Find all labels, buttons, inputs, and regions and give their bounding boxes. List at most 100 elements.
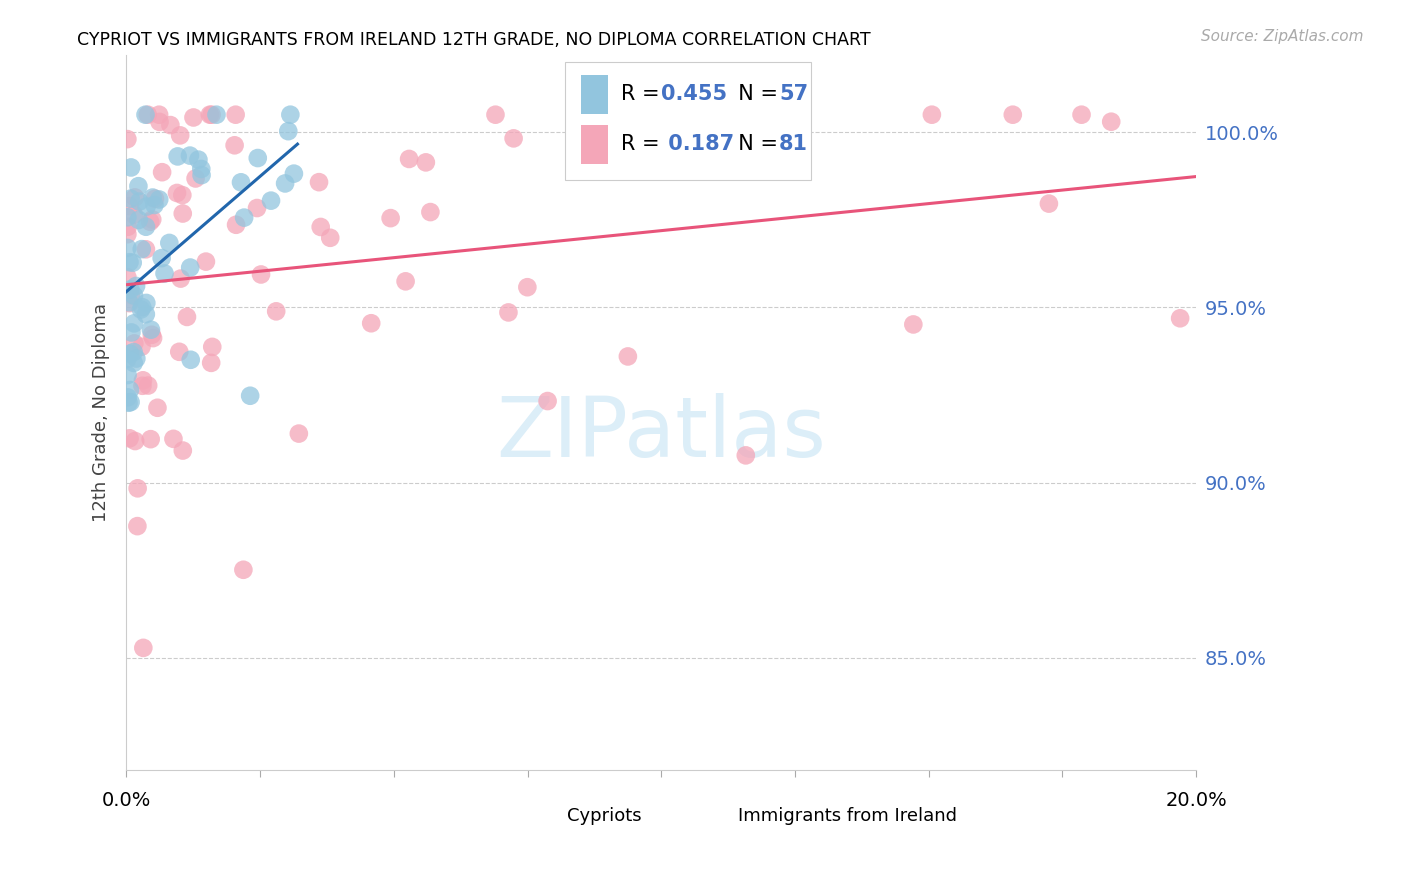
Point [172, 188, 194, 202]
Point [232, 563, 254, 577]
Point [484, 108, 506, 122]
FancyBboxPatch shape [533, 802, 554, 830]
Point [118, 383, 141, 397]
Point [141, 212, 163, 227]
Point [131, 242, 153, 256]
Point [148, 115, 170, 129]
Point [233, 211, 256, 225]
FancyBboxPatch shape [565, 62, 811, 180]
Point [1168, 311, 1191, 326]
Point [143, 192, 166, 206]
Point [120, 326, 142, 340]
Point [190, 161, 212, 176]
Point [169, 128, 191, 143]
Text: 20.0%: 20.0% [1166, 791, 1227, 810]
Point [194, 254, 217, 268]
Point [131, 300, 153, 314]
Point [260, 194, 283, 208]
Point [246, 151, 269, 165]
Point [132, 640, 155, 655]
Text: 57: 57 [779, 85, 808, 104]
Point [131, 378, 153, 392]
Point [179, 260, 201, 275]
Point [129, 302, 152, 317]
Point [127, 481, 149, 495]
Point [1001, 108, 1024, 122]
Point [135, 219, 157, 234]
Point [122, 345, 145, 359]
Point [118, 431, 141, 445]
Text: CYPRIOT VS IMMIGRANTS FROM IRELAND 12TH GRADE, NO DIPLOMA CORRELATION CHART: CYPRIOT VS IMMIGRANTS FROM IRELAND 12TH … [77, 31, 870, 49]
Point [141, 327, 163, 342]
Point [319, 231, 342, 245]
Point [172, 206, 194, 220]
Text: R =: R = [620, 85, 666, 104]
Point [135, 200, 157, 214]
Point [274, 177, 297, 191]
Point [734, 449, 756, 463]
Text: 0.455: 0.455 [661, 85, 727, 104]
Point [117, 368, 139, 382]
Point [180, 352, 202, 367]
Point [380, 211, 402, 226]
Text: ZIPatlas: ZIPatlas [496, 393, 827, 475]
Point [120, 192, 142, 206]
Point [134, 108, 156, 122]
Point [183, 111, 205, 125]
FancyBboxPatch shape [704, 802, 725, 830]
Point [502, 131, 524, 145]
Point [120, 395, 142, 409]
Point [277, 124, 299, 138]
Point [128, 194, 150, 209]
Text: Source: ZipAtlas.com: Source: ZipAtlas.com [1201, 29, 1364, 44]
Point [187, 153, 209, 167]
Point [176, 310, 198, 324]
Point [124, 434, 146, 448]
Point [131, 340, 153, 354]
Point [229, 175, 252, 189]
Point [136, 108, 159, 122]
Point [224, 138, 246, 153]
Text: N =: N = [725, 85, 785, 104]
Text: Cypriots: Cypriots [567, 807, 641, 825]
Text: Immigrants from Ireland: Immigrants from Ireland [738, 807, 957, 825]
Text: 0.0%: 0.0% [101, 791, 150, 810]
Point [122, 356, 145, 370]
Point [162, 432, 184, 446]
Point [516, 280, 538, 294]
Point [288, 426, 311, 441]
Point [122, 288, 145, 302]
Point [150, 165, 173, 179]
Text: 81: 81 [779, 135, 808, 154]
Point [602, 108, 624, 122]
Point [394, 274, 416, 288]
Point [139, 215, 162, 229]
Point [136, 378, 159, 392]
Point [117, 391, 139, 405]
Point [122, 316, 145, 330]
Point [135, 296, 157, 310]
Point [117, 219, 139, 234]
Point [135, 242, 157, 256]
Point [120, 288, 142, 302]
Point [117, 270, 139, 285]
Point [143, 198, 166, 212]
Point [142, 331, 165, 345]
Point [120, 282, 142, 296]
Point [117, 351, 139, 366]
Point [127, 179, 149, 194]
Point [124, 190, 146, 204]
Y-axis label: 12th Grade, No Diploma: 12th Grade, No Diploma [93, 303, 110, 522]
Point [903, 318, 925, 332]
Point [135, 307, 157, 321]
Point [398, 152, 420, 166]
Point [1070, 108, 1092, 122]
Point [118, 295, 141, 310]
Point [166, 186, 188, 200]
Point [415, 155, 437, 169]
Point [179, 148, 201, 162]
Point [1099, 114, 1122, 128]
Point [121, 256, 143, 270]
Point [239, 389, 262, 403]
Point [200, 108, 222, 122]
